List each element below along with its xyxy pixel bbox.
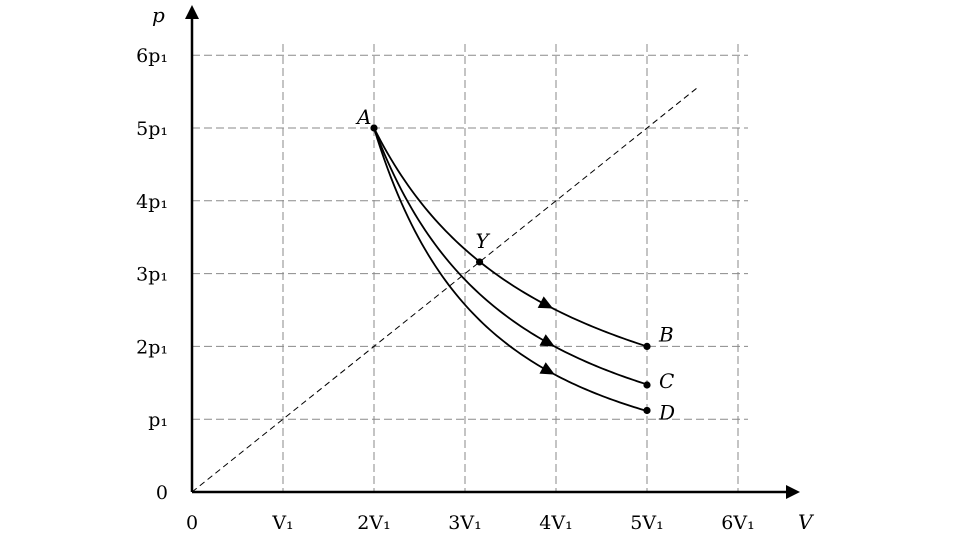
point-label-C: C — [659, 369, 674, 393]
curve-AC — [373, 127, 648, 386]
point-C — [643, 381, 651, 389]
point-label-Y: Y — [476, 229, 491, 253]
point-label-A: A — [355, 105, 371, 129]
point-label-B: B — [658, 322, 674, 346]
x-tick-label: 6V₁ — [721, 512, 754, 534]
curve-AB — [373, 127, 648, 348]
points — [370, 124, 651, 415]
y-axis-label: p — [152, 3, 165, 27]
grid — [192, 44, 748, 492]
point-label-D: D — [658, 400, 675, 424]
y-tick-label: 5p₁ — [136, 118, 168, 140]
reference-line-group — [191, 87, 698, 493]
arrow-AC — [539, 334, 555, 347]
x-tick-label: V₁ — [271, 512, 293, 534]
x-axis-arrow — [786, 485, 800, 499]
point-A — [370, 124, 378, 132]
x-axis-label: V — [798, 510, 815, 534]
y-tick-label: p₁ — [148, 409, 168, 431]
y-tick-label: 3p₁ — [136, 264, 168, 286]
x-tick-label: 4V₁ — [539, 512, 572, 534]
reference-line — [191, 87, 698, 493]
y-tick-label: 0 — [156, 482, 168, 504]
arrow-AB — [537, 296, 554, 309]
arrow-AD — [539, 362, 555, 375]
curves — [373, 127, 648, 412]
x-tick-label: 2V₁ — [357, 512, 390, 534]
y-axis-arrow — [185, 5, 199, 19]
x-tick-label: 3V₁ — [448, 512, 481, 534]
y-tick-label: 2p₁ — [136, 336, 168, 358]
labels: Vp 0 p₁ 2p₁ 3p₁ 4p₁ 5p₁ 6p₁ 0 V₁ 2V₁ 3V₁ 4V₁ 5V₁ 6V₁ A Y… — [136, 3, 815, 534]
point-D — [643, 406, 651, 415]
axes — [185, 5, 800, 499]
point-Y — [475, 258, 484, 266]
point-B — [643, 342, 651, 350]
y-tick-label: 6p₁ — [136, 45, 168, 67]
x-tick-label: 0 — [186, 512, 198, 534]
y-tick-label: 4p₁ — [136, 191, 168, 213]
curve-AD — [373, 127, 648, 412]
x-tick-label: 5V₁ — [630, 512, 663, 534]
